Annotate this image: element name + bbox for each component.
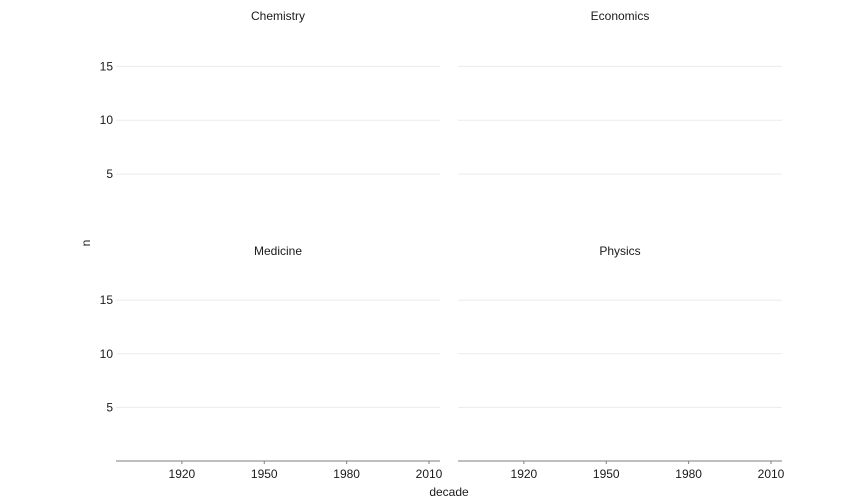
x-tick-label: 1920 bbox=[169, 467, 196, 481]
y-tick-label: 10 bbox=[100, 113, 114, 127]
x-tick-label: 1950 bbox=[251, 467, 278, 481]
x-axis-title: decade bbox=[429, 485, 469, 499]
x-tick-label: 1980 bbox=[333, 467, 360, 481]
facet-title-medicine: Medicine bbox=[254, 244, 302, 258]
x-tick-label: 1980 bbox=[675, 467, 702, 481]
y-axis-title: n bbox=[79, 240, 93, 247]
x-tick-label: 1920 bbox=[511, 467, 538, 481]
x-tick-label: 1950 bbox=[593, 467, 620, 481]
x-tick-label: 2010 bbox=[758, 467, 785, 481]
facet-title-chemistry: Chemistry bbox=[251, 9, 305, 23]
facet-title-economics: Economics bbox=[591, 9, 650, 23]
y-tick-label: 15 bbox=[100, 293, 114, 307]
y-tick-label: 5 bbox=[106, 400, 113, 414]
x-tick-label: 2010 bbox=[416, 467, 443, 481]
y-tick-label: 5 bbox=[106, 167, 113, 181]
y-tick-label: 15 bbox=[100, 59, 114, 73]
facet-title-physics: Physics bbox=[599, 244, 640, 258]
y-tick-label: 10 bbox=[100, 347, 114, 361]
